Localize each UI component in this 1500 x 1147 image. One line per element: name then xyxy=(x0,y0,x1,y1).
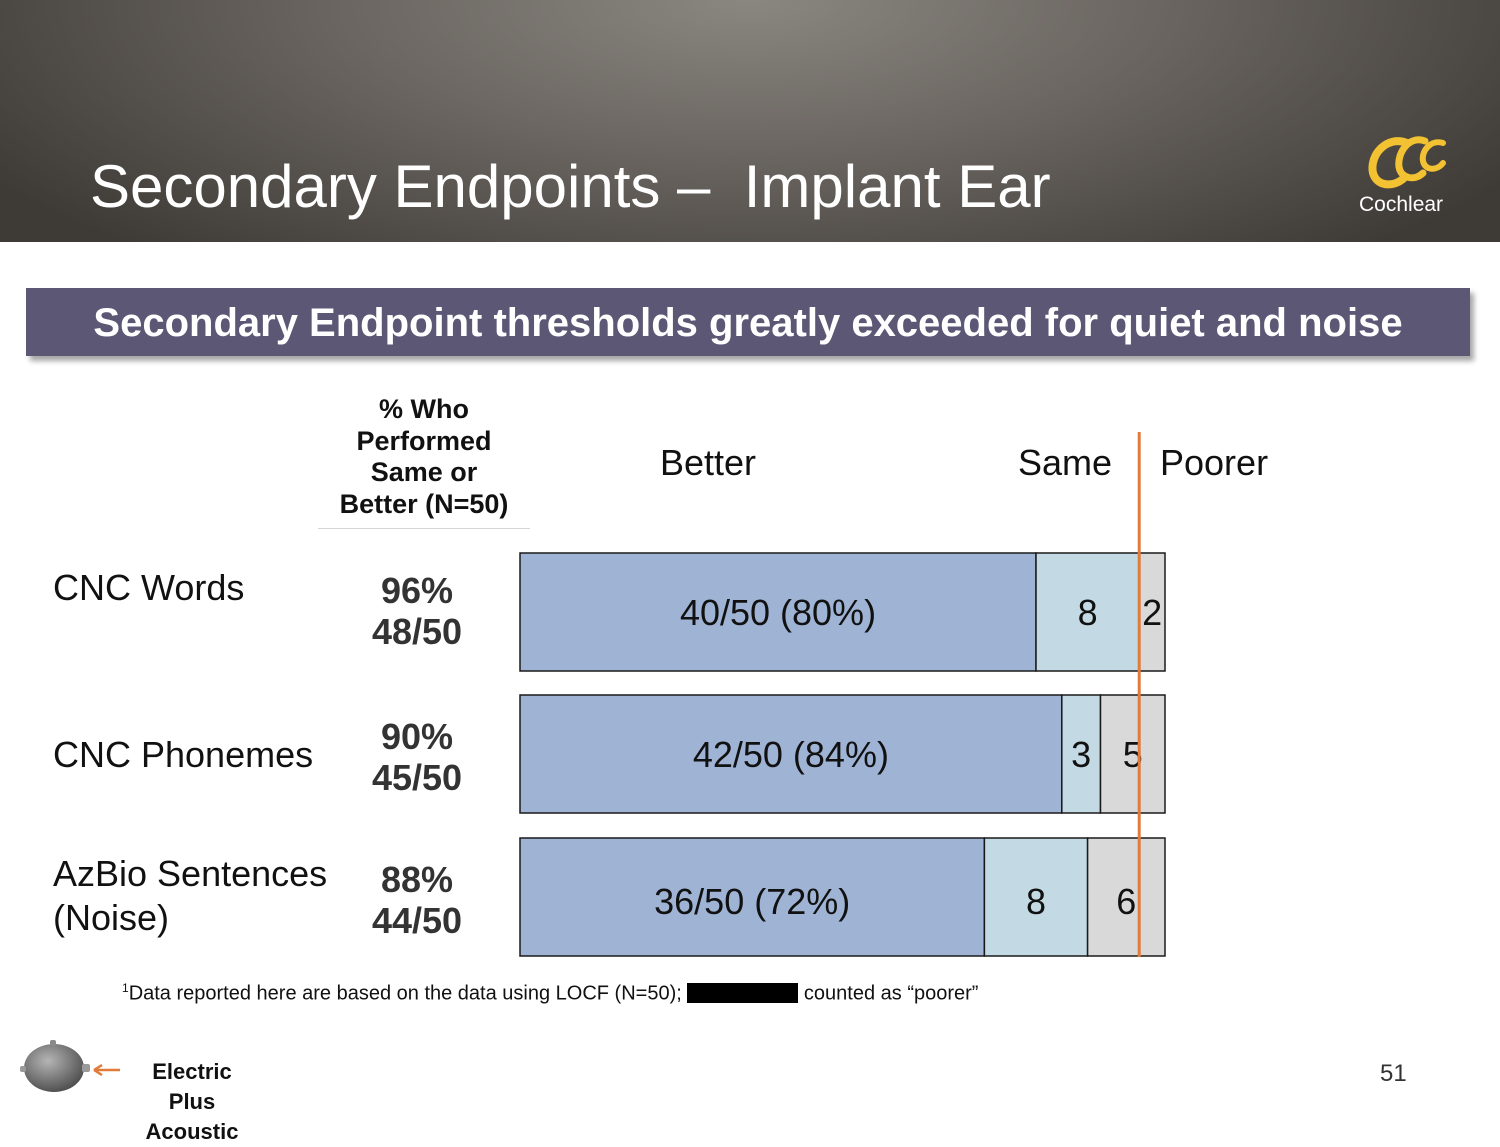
column-header-line: Performed xyxy=(356,425,492,456)
footnote: 1Data reported here are based on the dat… xyxy=(122,981,978,1006)
column-header-line: Same or xyxy=(370,457,478,487)
row-label-line: AzBio Sentences xyxy=(53,853,328,894)
bar-label-poorer: 6 xyxy=(1116,881,1136,922)
row-label-azbio: AzBio Sentences (Noise) xyxy=(53,852,327,940)
redaction-box xyxy=(687,982,799,1003)
footnote-marker: 1 xyxy=(122,981,129,995)
bar-segment-better xyxy=(519,694,1063,814)
page-number: 51 xyxy=(1380,1060,1407,1087)
column-header-line: % Who xyxy=(379,394,469,424)
logo-wordmark: Cochlear xyxy=(1359,193,1444,216)
bar-label-poorer: 2 xyxy=(1142,592,1162,633)
bar-label-better: 42/50 (84%) xyxy=(693,734,889,775)
footnote-text-after: counted as “poorer” xyxy=(798,982,979,1005)
count-value: 45/50 xyxy=(371,757,463,798)
bar-label-better: 36/50 (72%) xyxy=(654,881,850,922)
pct-cnc-words: 96% 48/50 xyxy=(352,570,482,652)
bar-segment-same xyxy=(1035,552,1140,672)
pct-azbio: 88% 44/50 xyxy=(352,859,482,941)
bar-label-same: 8 xyxy=(1026,881,1046,922)
bar-segment-same xyxy=(1061,694,1102,814)
header-poorer: Poorer xyxy=(1160,442,1269,483)
bar-segment-same xyxy=(983,837,1089,957)
header-band xyxy=(0,0,1500,242)
legend-label-line: Electric Plus xyxy=(152,1059,232,1114)
footnote-text-before: Data reported here are based on the data… xyxy=(128,982,688,1005)
header-same: Same xyxy=(1018,442,1113,483)
bar-label-same: 8 xyxy=(1078,592,1098,633)
pct-value: 96% xyxy=(380,570,454,611)
bar-label-same: 3 xyxy=(1071,734,1091,775)
row-label-cnc-words: CNC Words xyxy=(53,566,244,610)
count-value: 48/50 xyxy=(371,611,463,652)
pct-value: 88% xyxy=(380,859,454,900)
row-label-cnc-phonemes: CNC Phonemes xyxy=(53,733,313,777)
pct-value: 90% xyxy=(380,716,454,757)
bar-segment-poorer xyxy=(1099,694,1166,814)
row-label-line: CNC Words xyxy=(53,567,245,608)
row-label-line: CNC Phonemes xyxy=(53,734,314,775)
bar-segment-poorer xyxy=(1086,837,1166,957)
cochlear-logo-icon xyxy=(1368,136,1446,189)
header-better: Better xyxy=(660,442,757,483)
bar-label-better: 40/50 (80%) xyxy=(680,592,876,633)
column-header: % Who Performed Same or Better (N=50) xyxy=(318,394,530,529)
slide-title: Secondary Endpoints – Implant Ear xyxy=(90,153,1051,220)
legend-label: Electric Plus Acoustic xyxy=(128,1057,256,1147)
electric-acoustic-device-icon xyxy=(20,1040,120,1092)
pct-cnc-phonemes: 90% 45/50 xyxy=(352,716,482,798)
count-value: 44/50 xyxy=(371,900,463,941)
legend-label-line: Acoustic xyxy=(145,1119,239,1144)
bar-segment-better xyxy=(519,837,986,957)
row-label-line: (Noise) xyxy=(53,897,170,938)
key-message-banner: Secondary Endpoint thresholds greatly ex… xyxy=(26,288,1470,356)
column-header-line: Better (N=50) xyxy=(339,488,509,519)
